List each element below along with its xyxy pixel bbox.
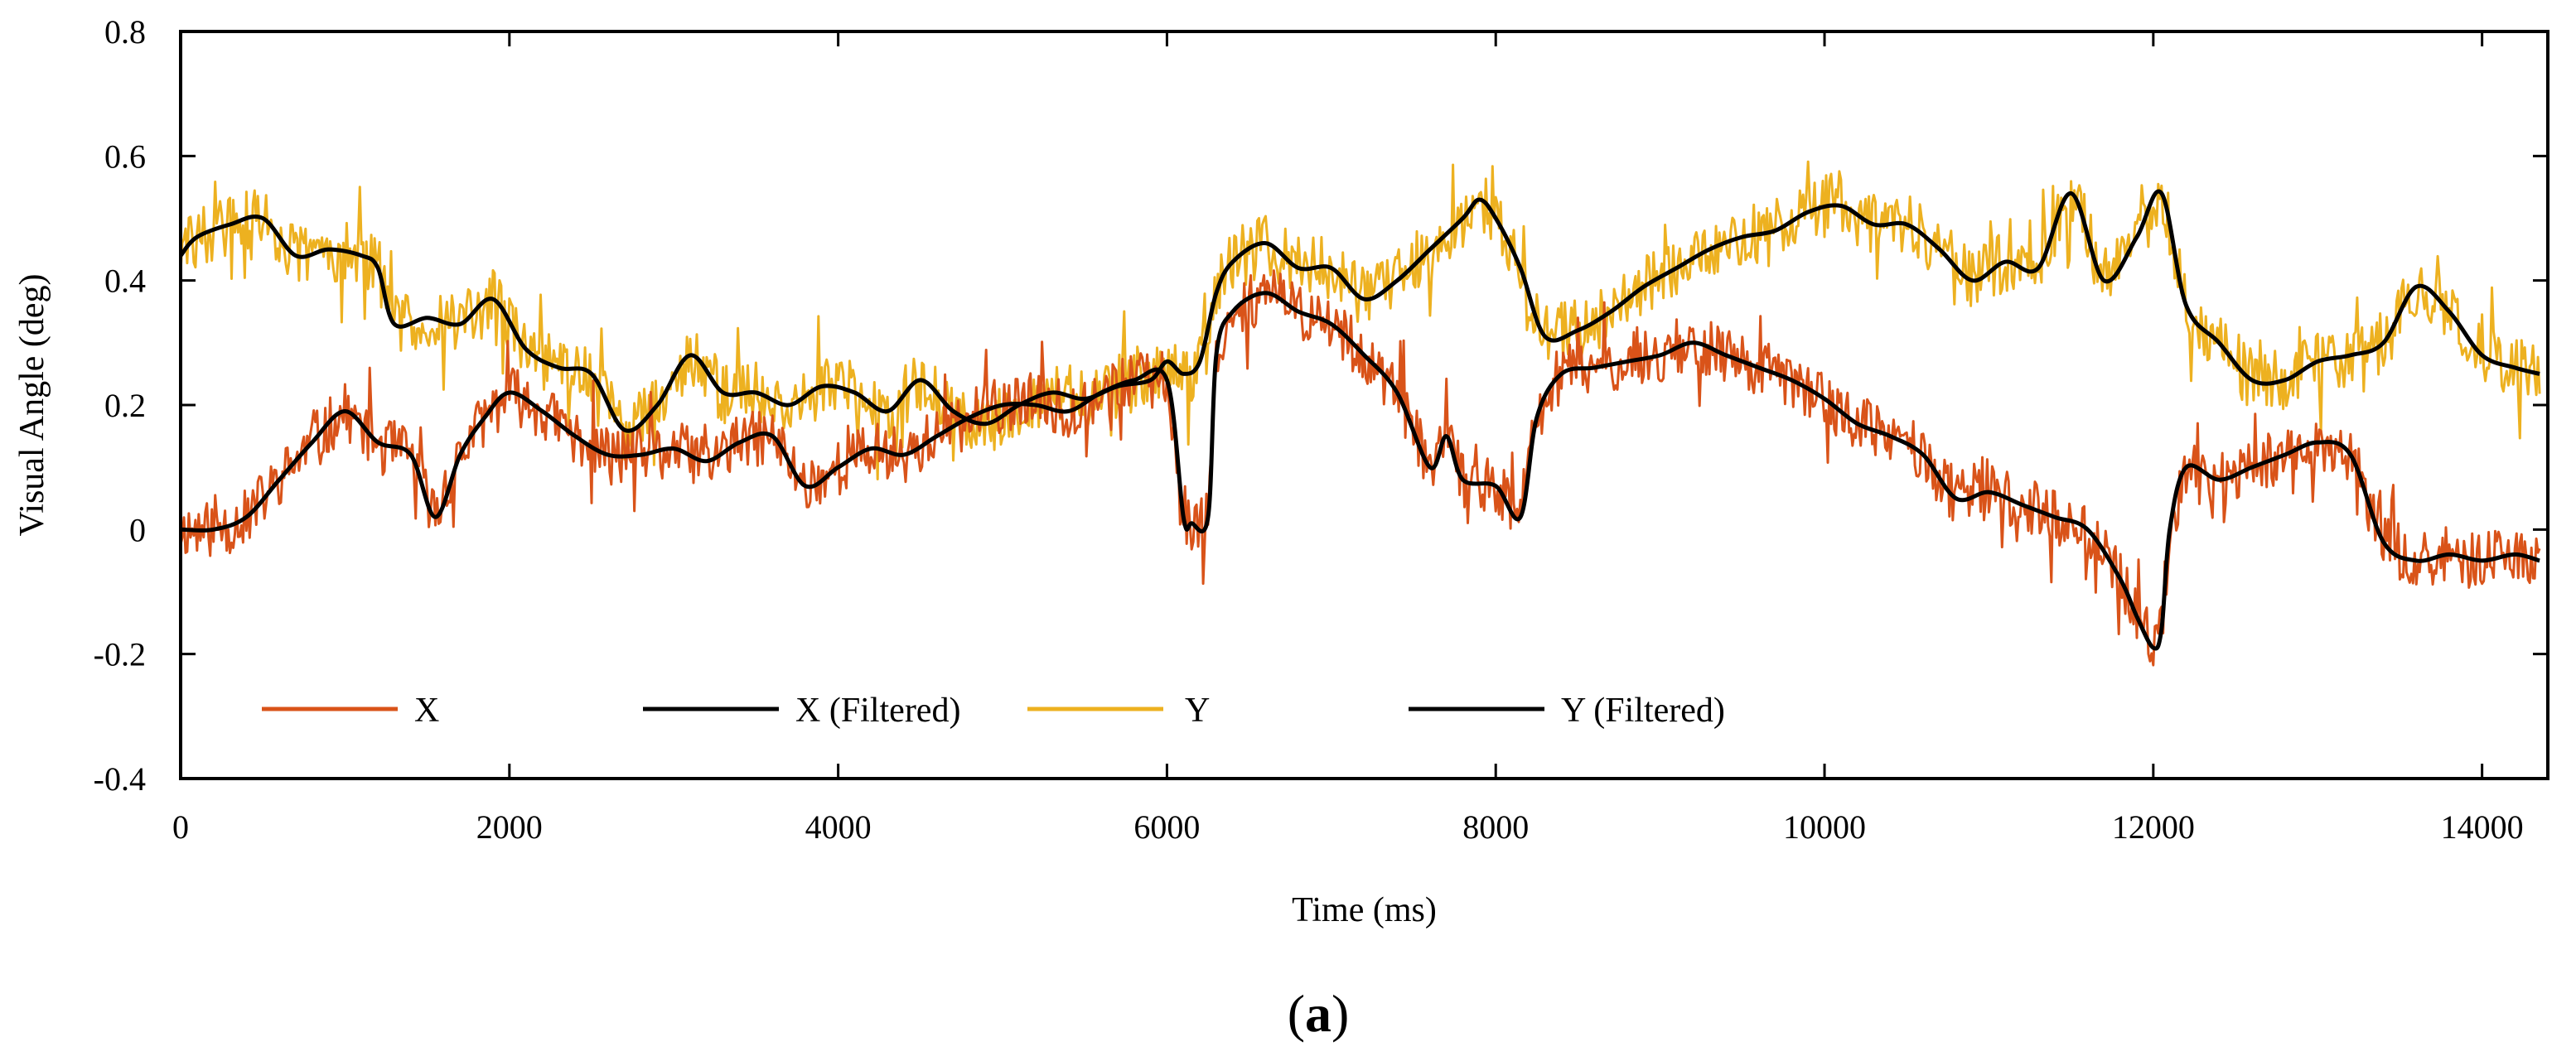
y-tick-label: -0.2 (94, 636, 146, 673)
x-tick-label: 14000 (2441, 808, 2524, 846)
caption-letter: a (1305, 984, 1331, 1043)
x-tick-label: 12000 (2112, 808, 2195, 846)
y-tick-label: -0.4 (94, 760, 146, 798)
x-axis-label: Time (ms) (1292, 891, 1437, 929)
caption-close-paren: ) (1331, 984, 1349, 1043)
legend: X X (Filtered) Y Y (Filtered) (262, 692, 1725, 730)
y-tick-label: 0.2 (104, 387, 146, 424)
legend-label-x-filtered: X (Filtered) (795, 692, 960, 730)
legend-label-y-filtered: Y (Filtered) (1561, 692, 1725, 730)
axis-tick-labels: 0 2000 4000 6000 8000 10000 12000 14000 -0.4 -0.2… (94, 13, 2524, 846)
axis-ticks (179, 30, 2548, 780)
y-tick-label: 0 (129, 511, 146, 548)
series-layer (179, 160, 2541, 667)
x-tick-label: 8000 (1462, 808, 1529, 846)
series-y-filtered-line (179, 189, 2540, 433)
y-tick-label: 0.8 (104, 13, 146, 51)
legend-label-x: X (414, 692, 439, 730)
y-axis-label: Visual Angle (deg) (13, 273, 51, 536)
y-tick-label: 0.6 (104, 137, 146, 175)
x-tick-label: 2000 (476, 808, 543, 846)
x-tick-label: 10000 (1783, 808, 1866, 846)
caption-open-paren: ( (1288, 984, 1305, 1043)
legend-label-y: Y (1185, 692, 1210, 730)
x-tick-label: 6000 (1133, 808, 1200, 846)
series-x-filtered-line (180, 291, 2540, 651)
figure-caption: (a) (1288, 984, 1350, 1043)
x-tick-label: 0 (172, 808, 189, 846)
x-tick-label: 4000 (805, 808, 872, 846)
y-tick-label: 0.4 (104, 263, 146, 300)
